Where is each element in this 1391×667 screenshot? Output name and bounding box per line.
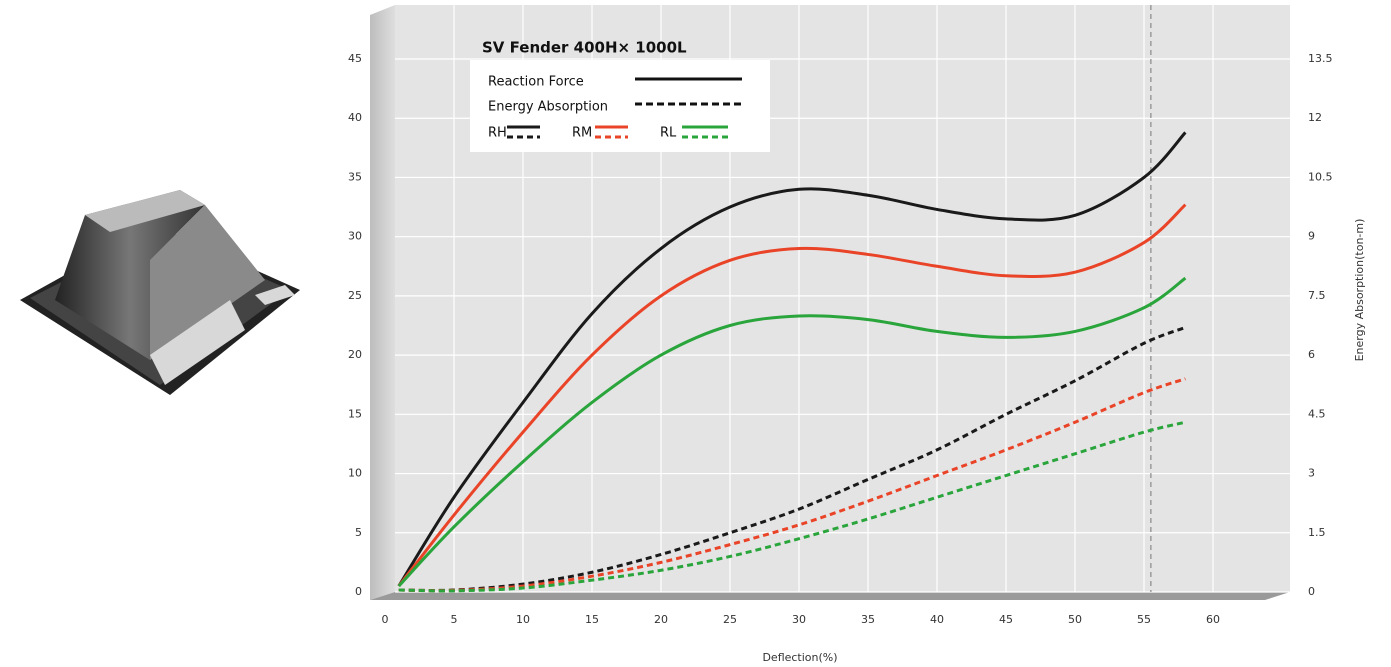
y2-tick-label: 13.5 — [1308, 52, 1333, 65]
plot-wall — [370, 5, 395, 600]
series-line — [397, 203, 1187, 587]
x-axis-label: Deflection(%) — [762, 651, 837, 664]
y2-tick-label: 9 — [1308, 230, 1315, 243]
legend-label: RH — [488, 126, 507, 141]
y2-tick-label: 1.5 — [1308, 526, 1326, 539]
series-line — [398, 326, 1186, 592]
legend-label: RM — [572, 126, 592, 141]
y2-tick-label: 7.5 — [1308, 289, 1326, 302]
plot-floor — [370, 592, 1290, 600]
series-line — [397, 131, 1187, 587]
x-tick-label: 45 — [999, 613, 1013, 626]
y-tick-label: 15 — [348, 407, 362, 420]
x-tick-label: 0 — [382, 613, 389, 626]
x-tick-label: 40 — [930, 613, 944, 626]
series-line — [397, 276, 1187, 588]
x-tick-label: 20 — [654, 613, 668, 626]
y2-tick-label: 4.5 — [1308, 407, 1326, 420]
y-tick-label: 5 — [355, 526, 362, 539]
fender-image — [20, 190, 300, 395]
x-tick-label: 30 — [792, 613, 806, 626]
x-tick-label: 35 — [861, 613, 875, 626]
y-tick-label: 35 — [348, 170, 362, 183]
x-tick-label: 5 — [451, 613, 458, 626]
y2-axis-label: Energy Absorption(ton-m) — [1353, 219, 1366, 362]
y2-tick-label: 10.5 — [1308, 170, 1333, 183]
series-line — [398, 377, 1186, 593]
x-tick-label: 55 — [1137, 613, 1151, 626]
x-tick-label: 15 — [585, 613, 599, 626]
y-tick-label: 30 — [348, 230, 362, 243]
y-tick-label: 45 — [348, 52, 362, 65]
y-tick-label: 40 — [348, 111, 362, 124]
legend-label: Reaction Force — [488, 75, 584, 90]
x-tick-label: 50 — [1068, 613, 1082, 626]
legend-label: RL — [660, 126, 677, 141]
chart-title: SV Fender 400H× 1000L — [482, 39, 687, 57]
y2-tick-label: 12 — [1308, 111, 1322, 124]
y-tick-label: 25 — [348, 289, 362, 302]
y-tick-label: 0 — [355, 585, 362, 598]
y2-tick-label: 3 — [1308, 467, 1315, 480]
y2-tick-label: 0 — [1308, 585, 1315, 598]
y-tick-label: 10 — [348, 467, 362, 480]
x-tick-label: 60 — [1206, 613, 1220, 626]
y2-tick-label: 6 — [1308, 348, 1315, 361]
legend-label: Energy Absorption — [488, 100, 608, 115]
x-tick-label: 25 — [723, 613, 737, 626]
y-tick-label: 20 — [348, 348, 362, 361]
series-line — [398, 420, 1186, 593]
x-tick-label: 10 — [516, 613, 530, 626]
